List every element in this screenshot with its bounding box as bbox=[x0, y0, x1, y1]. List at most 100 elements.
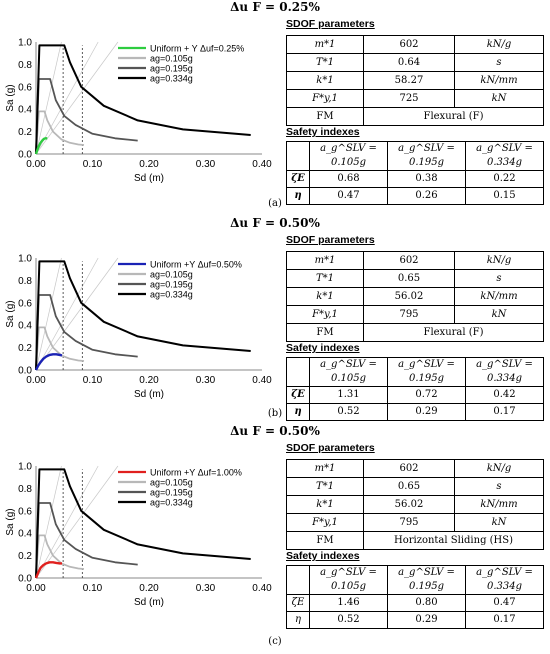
cell: 0.47 bbox=[309, 187, 388, 205]
table-row: a_g^SLV = 0.105g a_g^SLV = 0.195g a_g^SLV … bbox=[286, 565, 544, 595]
sdof-title: SDOF parameters bbox=[286, 234, 375, 246]
table-row: m*1 602 kN/g bbox=[286, 459, 544, 478]
y-tick-label: 0.6 bbox=[18, 298, 32, 309]
legend-label: Uniform +Y Δuf=1.00% bbox=[150, 468, 242, 478]
table-row: F*y,1 725 kN bbox=[286, 89, 544, 108]
table-row: k*1 58.27 kN/mm bbox=[286, 71, 544, 90]
series-line bbox=[35, 44, 251, 155]
x-tick-label: 0.30 bbox=[196, 375, 216, 386]
table-row: ζE 1.46 0.80 0.47 bbox=[286, 594, 544, 612]
y-tick-label: 0.8 bbox=[18, 276, 32, 287]
capacity-spectrum-chart: 0.0 0.2 0.4 0.6 0.8 1.0 0.00 0.10 0.20 0.30 0.40 Sd… bbox=[0, 438, 275, 614]
table-row: F*y,1 795 kN bbox=[286, 513, 544, 532]
col-header: a_g^SLV = 0.105g bbox=[309, 357, 388, 387]
x-tick-label: 0.00 bbox=[26, 375, 46, 386]
val-m: 602 bbox=[363, 35, 455, 54]
col-header: a_g^SLV = 0.195g bbox=[387, 357, 466, 387]
cell: 0.80 bbox=[387, 594, 466, 612]
col-header: a_g^SLV = 0.195g bbox=[387, 565, 466, 595]
period-line bbox=[35, 465, 119, 579]
col-header: a_g^SLV = 0.334g bbox=[465, 565, 544, 595]
unit-k: kN/mm bbox=[454, 71, 544, 90]
series-line bbox=[34, 353, 63, 371]
unit-m: kN/g bbox=[454, 35, 544, 54]
series-line bbox=[35, 110, 85, 155]
val-k: 56.02 bbox=[363, 287, 455, 306]
val-f: 795 bbox=[363, 513, 455, 532]
table-row: T*1 0.65 s bbox=[286, 477, 544, 496]
y-tick-label: 0.2 bbox=[18, 343, 32, 354]
chart-svg: 0.0 0.2 0.4 0.6 0.8 1.0 0.00 0.10 0.20 0.30 0.40 Sd… bbox=[5, 254, 272, 401]
cell: 0.52 bbox=[309, 611, 388, 629]
unit-m: kN/g bbox=[454, 459, 544, 478]
fm-value: Horizontal Sliding (HS) bbox=[363, 531, 544, 550]
sym-m: m*1 bbox=[286, 459, 364, 478]
fm-label: FM bbox=[286, 531, 364, 550]
sym-f: F*y,1 bbox=[286, 513, 364, 532]
sdof-table: m*1 602 kN/g T*1 0.65 s k*1 56.02 kN/mm F*y,1 7… bbox=[286, 251, 544, 342]
y-tick-label: 0.8 bbox=[18, 484, 32, 495]
x-tick-label: 0.40 bbox=[252, 583, 272, 594]
legend-label: ag=0.334g bbox=[150, 290, 193, 300]
sym-m: m*1 bbox=[286, 251, 364, 270]
sym-f: F*y,1 bbox=[286, 305, 364, 324]
unit-f: kN bbox=[454, 513, 544, 532]
sym-zeta: ζE bbox=[286, 170, 310, 188]
safety-table: a_g^SLV = 0.105g a_g^SLV = 0.195g a_g^SLV … bbox=[286, 141, 544, 205]
val-k: 56.02 bbox=[363, 495, 455, 514]
y-tick-label: 0.2 bbox=[18, 551, 32, 562]
table-row: η 0.47 0.26 0.15 bbox=[286, 187, 544, 205]
panel-label: (a) bbox=[268, 198, 282, 209]
cell: 0.22 bbox=[465, 170, 544, 188]
table-row: k*1 56.02 kN/mm bbox=[286, 287, 544, 306]
col-header: a_g^SLV = 0.334g bbox=[465, 357, 544, 387]
col-header: a_g^SLV = 0.105g bbox=[309, 565, 388, 595]
safety-title: Safety indexes bbox=[286, 342, 360, 354]
table-row: T*1 0.64 s bbox=[286, 53, 544, 72]
y-tick-label: 0.8 bbox=[18, 60, 32, 71]
cell: 0.68 bbox=[309, 170, 388, 188]
table-row: η 0.52 0.29 0.17 bbox=[286, 611, 544, 629]
x-tick-label: 0.30 bbox=[196, 159, 216, 170]
y-tick-label: 0.4 bbox=[18, 105, 32, 116]
col-header: a_g^SLV = 0.334g bbox=[465, 141, 544, 171]
panel-label: (c) bbox=[268, 636, 282, 647]
panel-label: (b) bbox=[267, 408, 283, 419]
x-tick-label: 0.20 bbox=[139, 159, 159, 170]
sym-k: k*1 bbox=[286, 287, 364, 306]
sym-zeta: ζE bbox=[286, 594, 310, 612]
sdof-table: m*1 602 kN/g T*1 0.64 s k*1 58.27 kN/mm F*y,1 7… bbox=[286, 35, 544, 126]
x-tick-label: 0.20 bbox=[139, 375, 159, 386]
y-axis-label: Sa (g) bbox=[5, 84, 16, 111]
cell: 0.29 bbox=[387, 403, 466, 421]
val-f: 795 bbox=[363, 305, 455, 324]
legend-label: Uniform +Y Δuf=0.50% bbox=[150, 260, 242, 270]
period-line bbox=[35, 41, 99, 155]
x-axis-label: Sd (m) bbox=[134, 389, 164, 400]
y-tick-label: 0.0 bbox=[18, 150, 32, 161]
val-m: 602 bbox=[363, 459, 455, 478]
period-line bbox=[35, 41, 62, 155]
safety-table: a_g^SLV = 0.105g a_g^SLV = 0.195g a_g^SLV … bbox=[286, 565, 544, 629]
unit-m: kN/g bbox=[454, 251, 544, 270]
sym-eta: η bbox=[286, 611, 310, 629]
safety-title: Safety indexes bbox=[286, 126, 360, 138]
y-tick-label: 0.2 bbox=[18, 127, 32, 138]
table-row: m*1 602 kN/g bbox=[286, 35, 544, 54]
sdof-title: SDOF parameters bbox=[286, 18, 375, 30]
period-line bbox=[35, 257, 119, 371]
table-row: FM Flexural (F) bbox=[286, 107, 544, 126]
series-line bbox=[35, 326, 85, 371]
period-line bbox=[35, 465, 62, 579]
x-tick-label: 0.10 bbox=[83, 375, 103, 386]
period-line bbox=[35, 465, 99, 579]
sym-t: T*1 bbox=[286, 477, 364, 496]
y-axis-label: Sa (g) bbox=[5, 300, 16, 327]
x-tick-label: 0.20 bbox=[139, 583, 159, 594]
y-tick-label: 0.4 bbox=[18, 529, 32, 540]
y-tick-label: 0.6 bbox=[18, 82, 32, 93]
fm-value: Flexural (F) bbox=[363, 323, 544, 342]
x-axis-label: Sd (m) bbox=[134, 173, 164, 184]
panel-header: Δu F = 0.50% bbox=[230, 216, 320, 230]
legend-label: ag=0.105g bbox=[150, 270, 193, 280]
